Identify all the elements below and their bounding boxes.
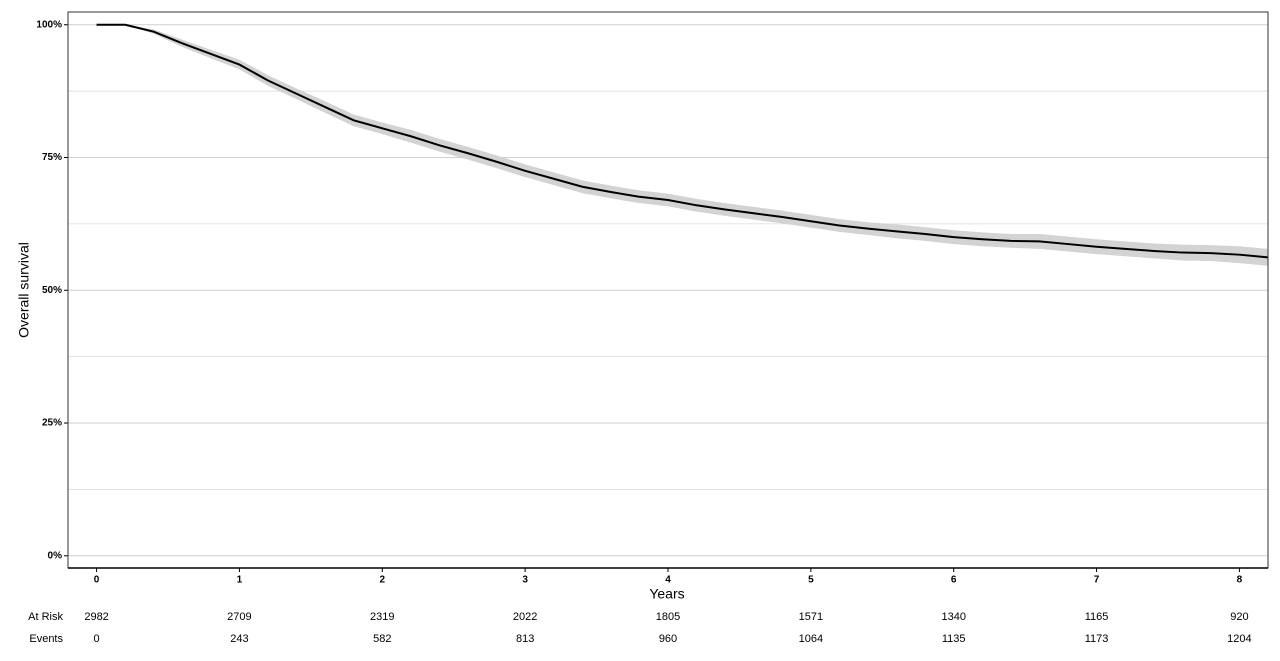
risk-value: 920: [1230, 611, 1248, 623]
risk-value: 0: [94, 633, 100, 645]
risk-value: 1165: [1085, 611, 1109, 623]
y-tick-label: 75%: [42, 152, 62, 163]
y-tick-label: 25%: [42, 418, 62, 429]
risk-value: 813: [516, 633, 534, 645]
x-tick-label: 7: [1094, 575, 1100, 586]
risk-row-label: Events: [29, 633, 63, 645]
risk-value: 1173: [1085, 633, 1109, 645]
risk-value: 960: [659, 633, 677, 645]
x-tick-label: 3: [522, 575, 528, 586]
x-tick-label: 0: [94, 575, 100, 586]
x-tick-label: 1: [237, 575, 243, 586]
risk-value: 1135: [942, 633, 966, 645]
x-tick-label: 6: [951, 575, 957, 586]
risk-value: 243: [230, 633, 248, 645]
x-tick-label: 5: [808, 575, 814, 586]
y-tick-label: 100%: [36, 19, 62, 30]
risk-value: 1064: [799, 633, 823, 645]
x-tick-label: 4: [665, 575, 671, 586]
confidence-band: [96, 24, 1269, 266]
risk-value: 2022: [513, 611, 537, 623]
survival-line: [96, 23, 1269, 259]
risk-value: 1571: [799, 611, 823, 623]
risk-value: 582: [373, 633, 391, 645]
risk-value: 1805: [656, 611, 680, 623]
y-tick-label: 50%: [42, 285, 62, 296]
x-axis-title: Years: [649, 586, 684, 602]
risk-row-label: At Risk: [28, 611, 63, 623]
risk-value: 2709: [227, 611, 251, 623]
y-tick-label: 0%: [48, 550, 63, 561]
risk-value: 1340: [941, 611, 965, 623]
y-axis-title: Overall survival: [16, 242, 32, 338]
risk-value: 1204: [1227, 633, 1251, 645]
risk-value: 2982: [84, 611, 108, 623]
x-tick-label: 2: [380, 575, 386, 586]
risk-value: 2319: [370, 611, 394, 623]
x-tick-label: 8: [1237, 575, 1243, 586]
